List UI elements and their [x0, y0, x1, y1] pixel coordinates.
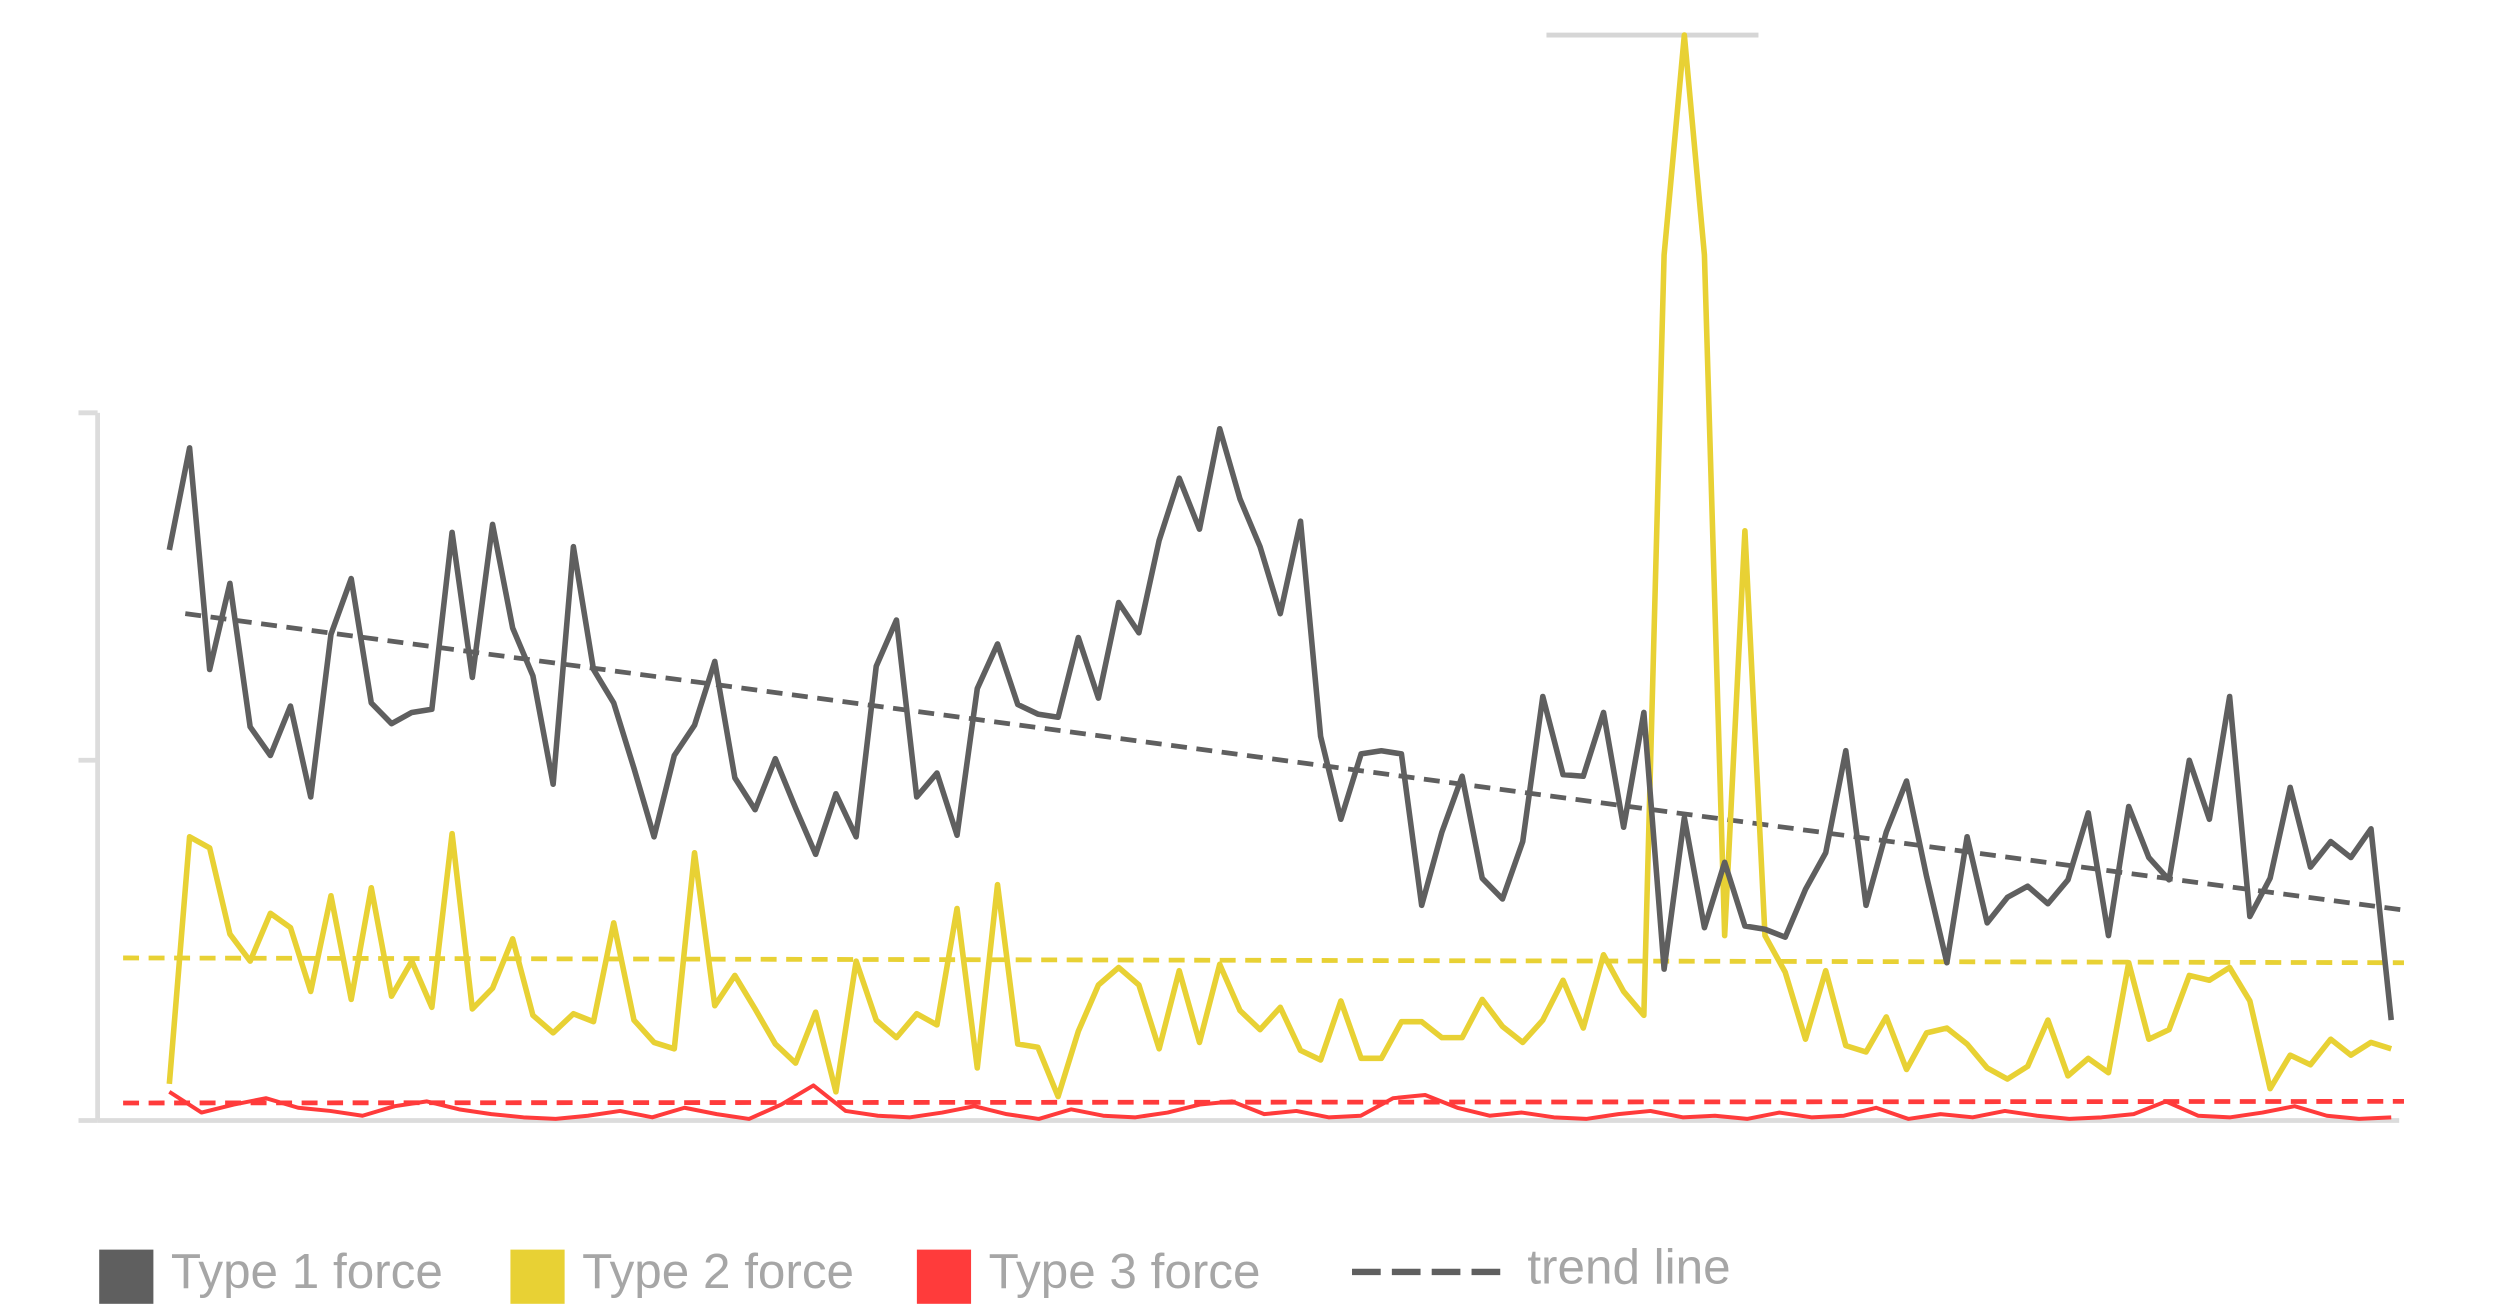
legend-swatch [510, 1249, 565, 1304]
legend-label: Type 2 force [582, 1244, 854, 1299]
series-line [166, 32, 2393, 1100]
legend-swatch [99, 1249, 154, 1304]
trend-line [184, 611, 2405, 913]
trend-line [123, 1098, 2404, 1106]
series-line [168, 1083, 2392, 1121]
legend-label: Type 1 force [171, 1244, 443, 1299]
legend: Type 1 force Type 2 force Type 3 force tren… [99, 1239, 1731, 1304]
plot [78, 32, 2405, 1123]
legend-label: Type 3 force [989, 1244, 1261, 1299]
trend-line [123, 955, 2404, 966]
legend-swatch [916, 1249, 972, 1304]
series-line [166, 425, 2395, 1021]
legend-label: trend line [1527, 1239, 1730, 1294]
